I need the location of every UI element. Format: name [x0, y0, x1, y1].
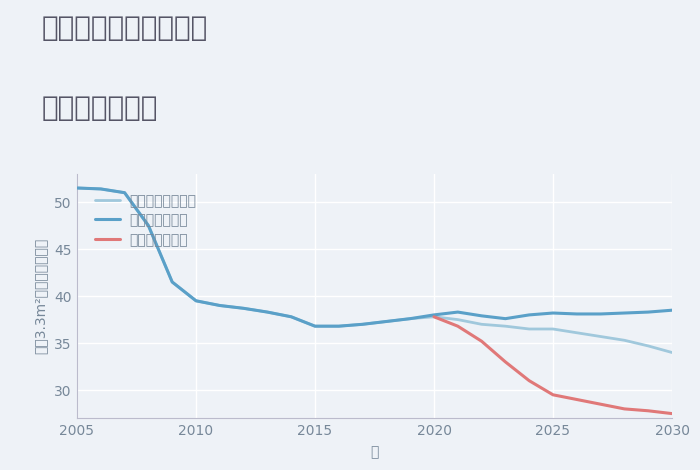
グッドシナリオ — [120, 190, 129, 196]
グッドシナリオ — [596, 311, 605, 317]
X-axis label: 年: 年 — [370, 445, 379, 459]
グッドシナリオ — [477, 313, 486, 319]
ノーマルシナリオ — [73, 185, 81, 191]
バッドシナリオ — [454, 323, 462, 329]
ノーマルシナリオ — [192, 298, 200, 304]
グッドシナリオ — [239, 306, 248, 311]
バッドシナリオ — [501, 359, 510, 365]
グッドシナリオ — [311, 323, 319, 329]
ノーマルシナリオ — [311, 323, 319, 329]
ノーマルシナリオ — [382, 319, 391, 324]
ノーマルシナリオ — [549, 326, 557, 332]
グッドシナリオ — [430, 312, 438, 318]
Line: バッドシナリオ: バッドシナリオ — [434, 317, 672, 414]
グッドシナリオ — [382, 319, 391, 324]
ノーマルシナリオ — [168, 279, 176, 285]
Text: 土地の価格推移: 土地の価格推移 — [42, 94, 158, 122]
バッドシナリオ — [477, 338, 486, 344]
グッドシナリオ — [668, 307, 676, 313]
バッドシナリオ — [430, 314, 438, 320]
バッドシナリオ — [549, 392, 557, 398]
ノーマルシナリオ — [620, 337, 629, 343]
Y-axis label: 坪（3.3m²）単価（万円）: 坪（3.3m²）単価（万円） — [33, 238, 47, 354]
グッドシナリオ — [216, 303, 224, 308]
グッドシナリオ — [192, 298, 200, 304]
ノーマルシナリオ — [144, 223, 153, 228]
Legend: ノーマルシナリオ, グッドシナリオ, バッドシナリオ: ノーマルシナリオ, グッドシナリオ, バッドシナリオ — [90, 188, 202, 252]
ノーマルシナリオ — [501, 323, 510, 329]
バッドシナリオ — [596, 401, 605, 407]
グッドシナリオ — [454, 309, 462, 315]
ノーマルシナリオ — [120, 190, 129, 196]
ノーマルシナリオ — [406, 316, 414, 321]
グッドシナリオ — [573, 311, 581, 317]
グッドシナリオ — [501, 316, 510, 321]
グッドシナリオ — [73, 185, 81, 191]
バッドシナリオ — [644, 408, 652, 414]
ノーマルシナリオ — [644, 343, 652, 349]
グッドシナリオ — [168, 279, 176, 285]
ノーマルシナリオ — [525, 326, 533, 332]
ノーマルシナリオ — [239, 306, 248, 311]
ノーマルシナリオ — [358, 321, 367, 327]
ノーマルシナリオ — [596, 334, 605, 339]
グッドシナリオ — [358, 321, 367, 327]
Line: ノーマルシナリオ: ノーマルシナリオ — [77, 188, 672, 352]
ノーマルシナリオ — [430, 314, 438, 320]
ノーマルシナリオ — [335, 323, 343, 329]
ノーマルシナリオ — [454, 317, 462, 322]
バッドシナリオ — [573, 397, 581, 402]
グッドシナリオ — [335, 323, 343, 329]
グッドシナリオ — [406, 316, 414, 321]
Line: グッドシナリオ: グッドシナリオ — [77, 188, 672, 326]
ノーマルシナリオ — [573, 330, 581, 336]
Text: 奈良県奈良市帝塚山の: 奈良県奈良市帝塚山の — [42, 14, 209, 42]
バッドシナリオ — [620, 406, 629, 412]
ノーマルシナリオ — [287, 314, 295, 320]
バッドシナリオ — [525, 378, 533, 384]
グッドシナリオ — [97, 186, 105, 192]
グッドシナリオ — [644, 309, 652, 315]
グッドシナリオ — [549, 310, 557, 316]
ノーマルシナリオ — [216, 303, 224, 308]
ノーマルシナリオ — [263, 309, 272, 315]
グッドシナリオ — [263, 309, 272, 315]
グッドシナリオ — [525, 312, 533, 318]
ノーマルシナリオ — [668, 350, 676, 355]
ノーマルシナリオ — [97, 186, 105, 192]
バッドシナリオ — [668, 411, 676, 416]
グッドシナリオ — [144, 223, 153, 228]
ノーマルシナリオ — [477, 321, 486, 327]
グッドシナリオ — [287, 314, 295, 320]
グッドシナリオ — [620, 310, 629, 316]
